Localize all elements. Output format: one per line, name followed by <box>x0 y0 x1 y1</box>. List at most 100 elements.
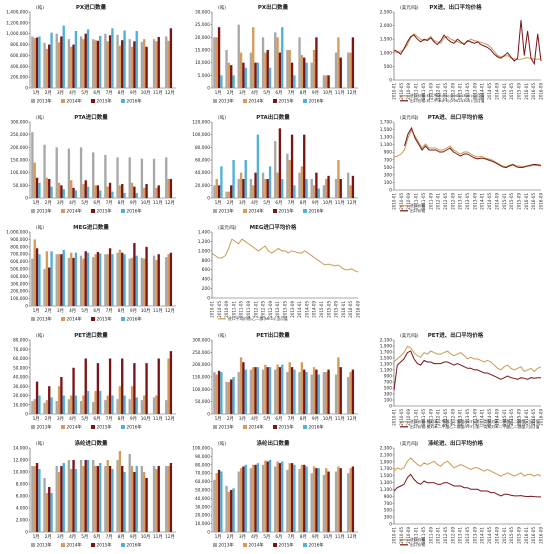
bar-2013年-7月 <box>286 372 289 414</box>
legend-label: 2016年 <box>309 542 325 549</box>
x-tick-label: 4月 <box>69 200 76 206</box>
series-line-1 <box>393 350 541 391</box>
x-tick-label: 1月 <box>215 534 222 540</box>
x-tick-label: 2月 <box>45 534 52 540</box>
bar-2015年-4月 <box>254 62 257 88</box>
bar-2015年-4月 <box>254 464 257 532</box>
chart-title: PX进口数量 <box>76 3 107 11</box>
bar-2016年-1月 <box>220 372 223 414</box>
legend-label: 2016年 <box>127 98 143 105</box>
x-tick-label: 12月 <box>347 534 357 540</box>
bar-2016年-8月 <box>123 254 126 306</box>
bar-2016年-9月 <box>135 31 138 88</box>
bar-2015年-12月 <box>169 252 173 306</box>
bar-2015年-7月 <box>108 182 112 198</box>
bar-2013年-4月 <box>67 460 71 532</box>
legend-label: 2014年 <box>67 208 83 215</box>
legend-label: 2015年 <box>279 424 295 431</box>
bar-2016年-2月 <box>50 493 53 532</box>
x-tick-label: 5月 <box>263 416 270 422</box>
bar-2014年-3月 <box>57 472 61 532</box>
y-tick-label: 2,300 <box>380 446 393 452</box>
bar-2014年-10月 <box>143 39 146 88</box>
bar-2015年-12月 <box>169 28 173 89</box>
bar-2014年-4月 <box>252 185 255 198</box>
bar-2016年-9月 <box>135 192 138 198</box>
bar-2013年-6月 <box>92 39 95 88</box>
x-tick-label: 2015-09 <box>516 83 521 100</box>
bar-2015年-7月 <box>290 62 294 88</box>
x-tick-label: 9月 <box>130 416 137 422</box>
bar-2013年-8月 <box>298 172 301 198</box>
bar-2013年-3月 <box>55 466 58 532</box>
y-tick-label: 1,100 <box>380 142 393 148</box>
x-tick-label: 5月 <box>263 200 270 206</box>
x-tick-label: 9月 <box>130 534 137 540</box>
legend-label: 出口价格 <box>410 542 425 547</box>
bar-2016年-8月 <box>305 372 308 414</box>
chart-unit: (吨) <box>36 332 44 339</box>
bar-2014年-6月 <box>94 390 97 414</box>
x-tick-label: 2010-05 <box>399 527 404 544</box>
legend: 2013年 2014年 2015年 2016年 <box>31 542 142 549</box>
x-tick-label: 2014-05 <box>487 193 492 210</box>
y-tick-label: 100,000 <box>192 387 210 393</box>
bar-2015年-2月 <box>48 487 51 532</box>
bar-2016年-4月 <box>256 367 260 414</box>
x-tick-label: 9月 <box>312 90 319 96</box>
y-tick-label: 200 <box>202 286 210 292</box>
x-tick-label: 2011-05 <box>421 193 426 210</box>
y-tick-label: 900 <box>384 494 392 500</box>
x-tick-label: 10月 <box>141 416 151 422</box>
bar-2015年-8月 <box>303 369 306 414</box>
bar-2015年-4月 <box>72 367 75 414</box>
legend-label: 2015年 <box>97 316 113 323</box>
series-line-1 <box>393 473 541 498</box>
y-tick-label: 2,000 <box>16 518 29 524</box>
x-tick-label: 5月 <box>263 90 270 96</box>
chart-svg-0: PX进口数量 (吨) 0 200,000 400,000 600,000 800,000 1,… <box>6 3 176 105</box>
bar-2013年-8月 <box>298 37 301 88</box>
chart-svg-1: PX出口数量 (吨) 0 5,000 10,000 15,000 20,000 25,000 3… <box>195 3 358 105</box>
x-tick-label: 2013-09 <box>290 301 295 318</box>
bar-2016年-5月 <box>268 367 272 414</box>
bar-2014年-3月 <box>57 182 61 198</box>
bar-2013年-2月 <box>225 485 228 532</box>
x-tick-label: 4月 <box>69 534 76 540</box>
bar-2015年-5月 <box>84 251 87 306</box>
bar-2015年-6月 <box>96 363 100 414</box>
bar-2014年-9月 <box>312 50 316 88</box>
x-tick-label: 2013-01 <box>458 193 463 210</box>
series-line-1 <box>393 20 542 66</box>
chart-4: PTA出口数量 (吨) 0 20,000 40,000 60,000 80,000 100,0… <box>182 110 364 220</box>
bar-2016年-5月 <box>268 459 272 532</box>
x-tick-label: 2011-05 <box>239 301 244 318</box>
bar-2013年-11月 <box>152 158 156 198</box>
bar-2014年-10月 <box>325 468 328 532</box>
bar-2015年-5月 <box>84 358 87 414</box>
bar-2015年-1月 <box>217 185 221 198</box>
bar-2013年-11月 <box>334 179 338 198</box>
bar-2015年-9月 <box>133 472 136 532</box>
legend: 2013年 2014年 2015年 2016年 <box>31 316 142 323</box>
bar-2013年-3月 <box>237 471 240 532</box>
bar-2014年-12月 <box>349 372 352 414</box>
bar-2015年-5月 <box>84 460 87 532</box>
bar-2013年-8月 <box>116 252 119 306</box>
legend-label: 出口价格:对二甲苯(PX)(29024300):当月值 <box>410 98 485 103</box>
bar-2015年-5月 <box>266 461 269 532</box>
x-tick-label: 2014-09 <box>494 83 499 100</box>
bar-2015年-2月 <box>230 379 233 414</box>
bar-2014年-2月 <box>45 400 49 414</box>
x-tick-label: 2012-09 <box>450 193 455 210</box>
legend-swatch <box>31 209 35 213</box>
x-tick-label: 2010-05 <box>399 409 404 426</box>
x-tick-label: 2016-05 <box>531 83 536 100</box>
bar-2016年-3月 <box>62 249 65 306</box>
y-tick-label: 20,000 <box>195 35 210 41</box>
bar-2016年-1月 <box>220 75 223 88</box>
x-tick-label: 5月 <box>81 534 88 540</box>
bar-2015年-11月 <box>157 254 160 306</box>
y-tick-label: 0 <box>389 404 392 410</box>
bar-2015年-6月 <box>278 52 282 88</box>
